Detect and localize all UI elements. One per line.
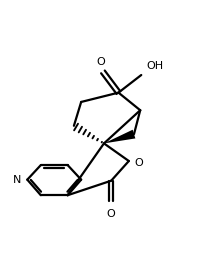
Text: OH: OH <box>146 61 164 71</box>
Text: O: O <box>134 158 143 168</box>
Polygon shape <box>104 130 135 143</box>
Text: O: O <box>96 57 105 67</box>
Text: N: N <box>13 175 21 185</box>
Text: O: O <box>107 209 116 219</box>
